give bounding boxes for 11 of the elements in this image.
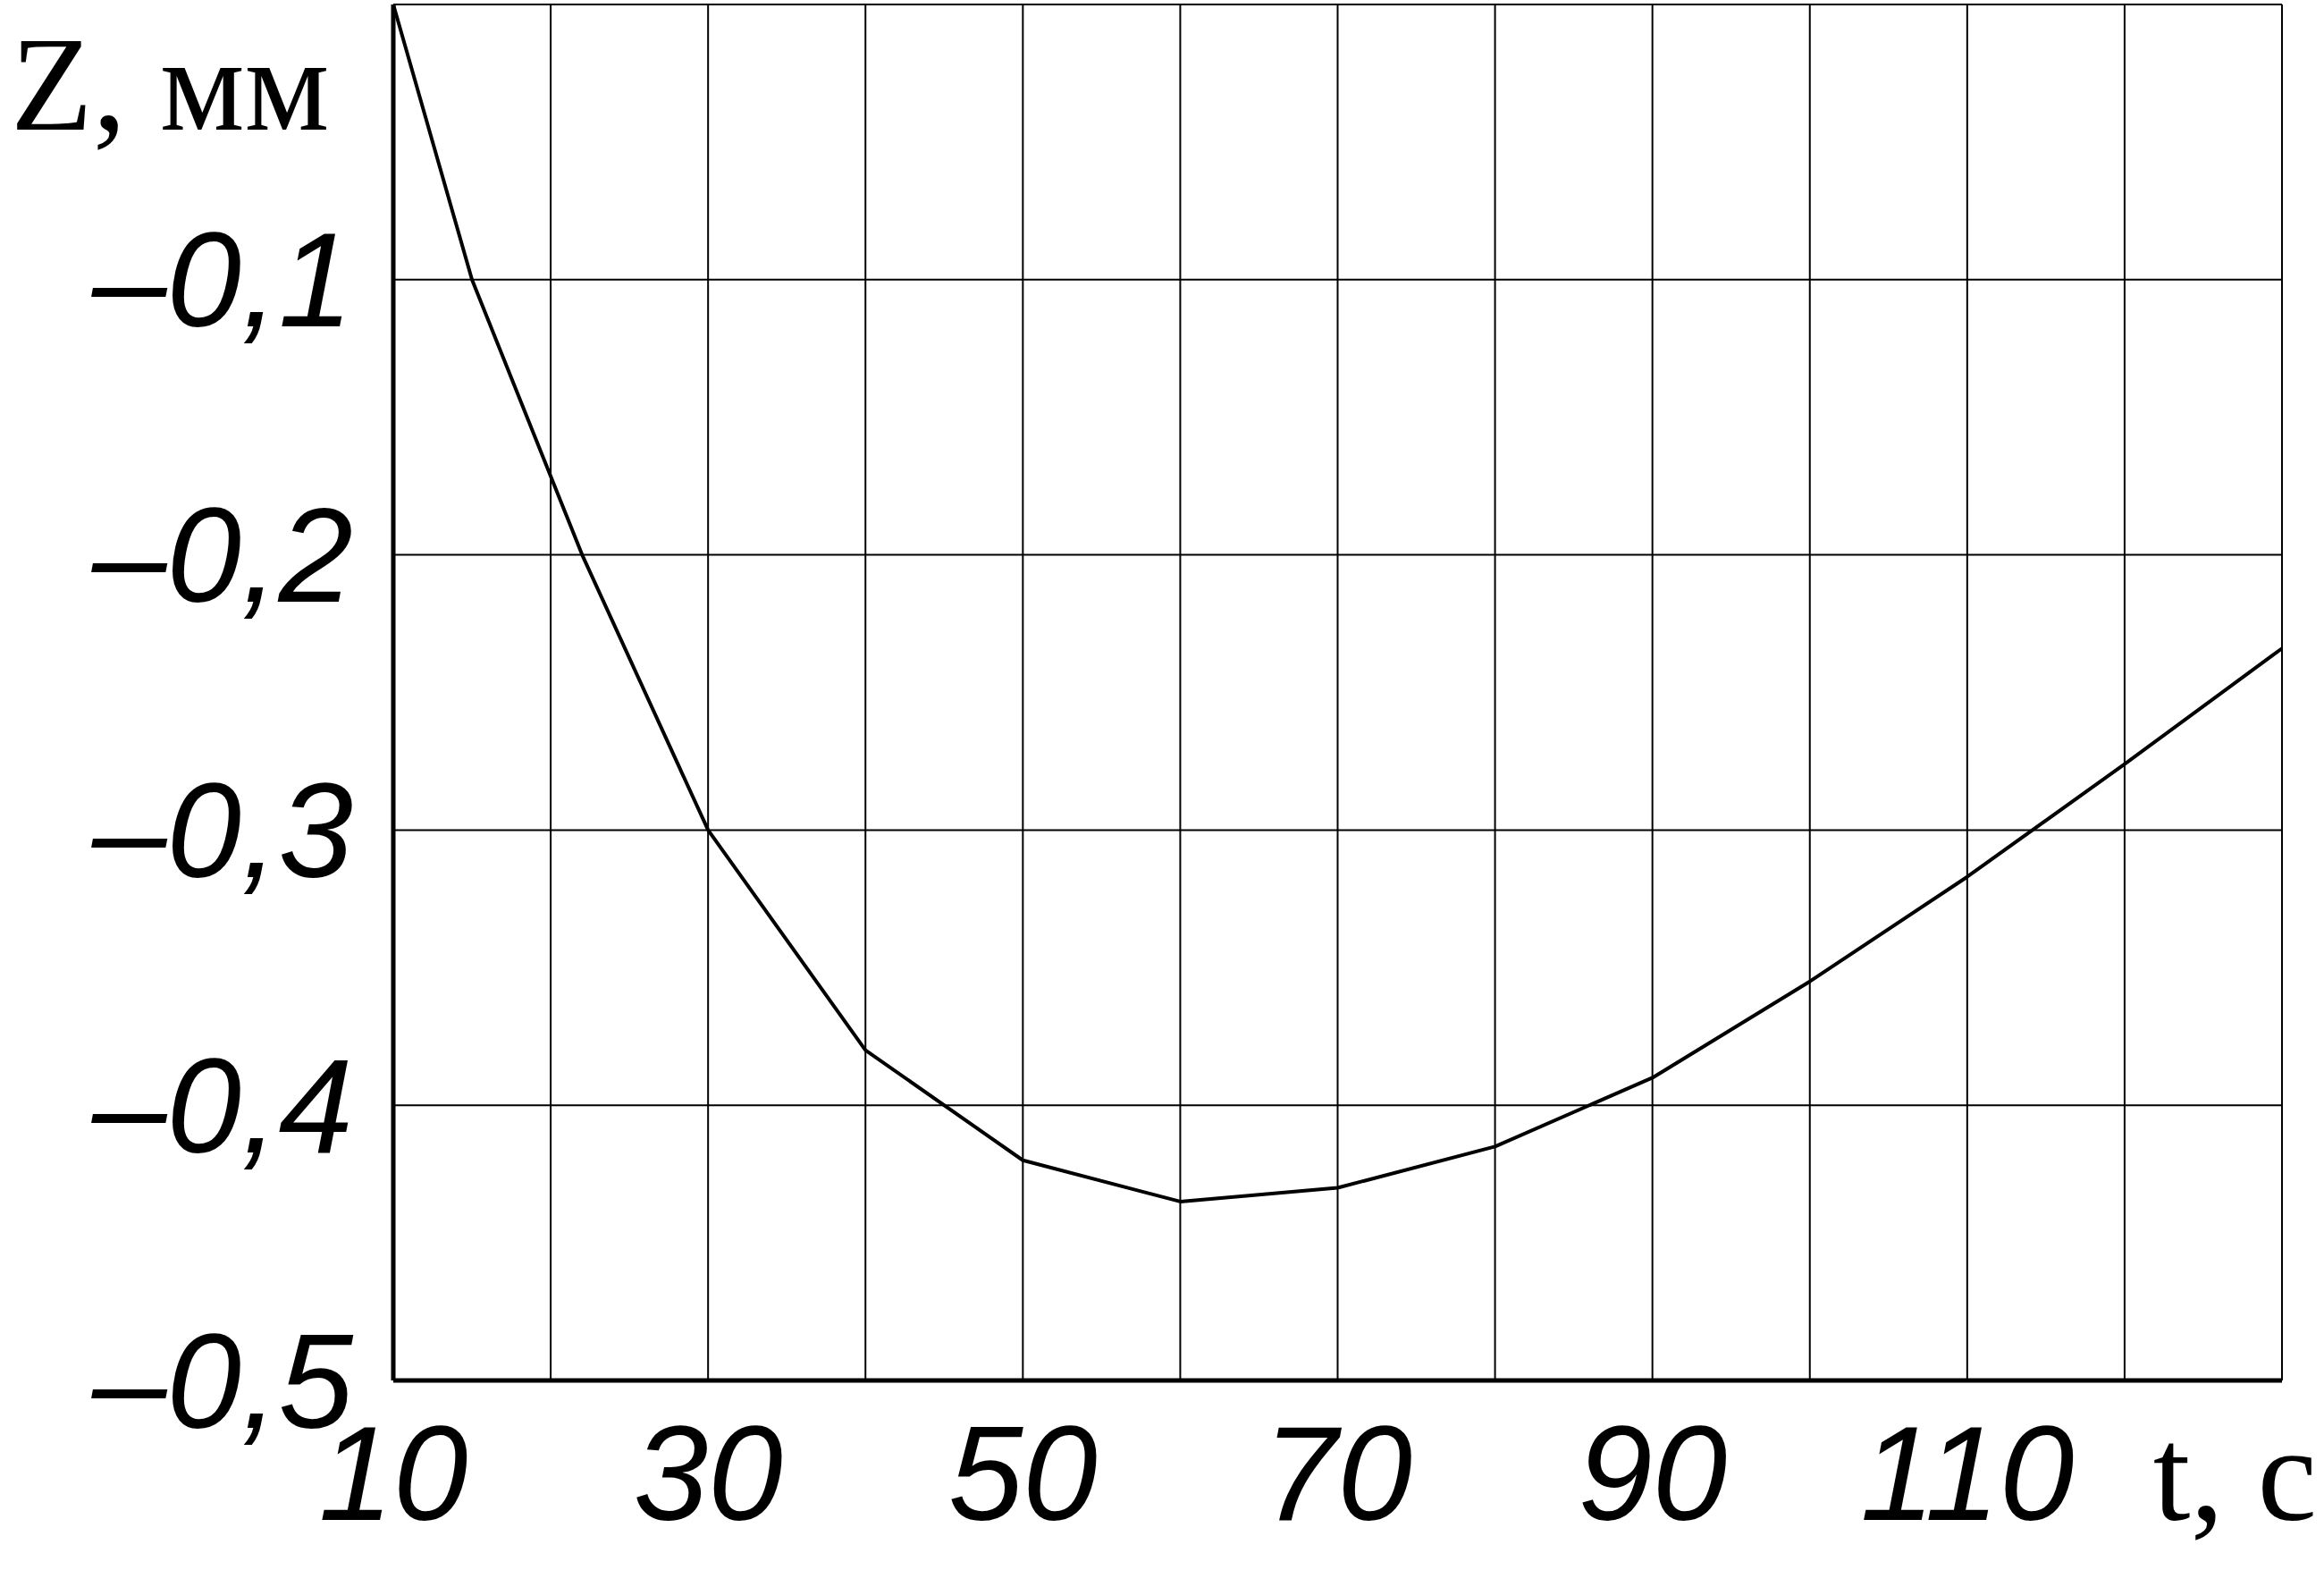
x-tick-label: 70 bbox=[1263, 1398, 1412, 1549]
x-tick-label: 110 bbox=[1860, 1398, 2075, 1549]
y-tick-label: –0,1 bbox=[91, 205, 353, 356]
y-tick-label: –0,2 bbox=[91, 480, 353, 631]
y-tick-label: –0,3 bbox=[91, 755, 353, 906]
x-tick-label: 90 bbox=[1578, 1398, 1728, 1549]
x-tick-label: 30 bbox=[633, 1398, 783, 1549]
x-axis-title: t, с bbox=[2152, 1400, 2317, 1549]
y-tick-label: –0,4 bbox=[91, 1030, 353, 1181]
y-axis-title: Z, мм bbox=[11, 10, 330, 158]
x-tick-label: 50 bbox=[947, 1398, 1098, 1549]
